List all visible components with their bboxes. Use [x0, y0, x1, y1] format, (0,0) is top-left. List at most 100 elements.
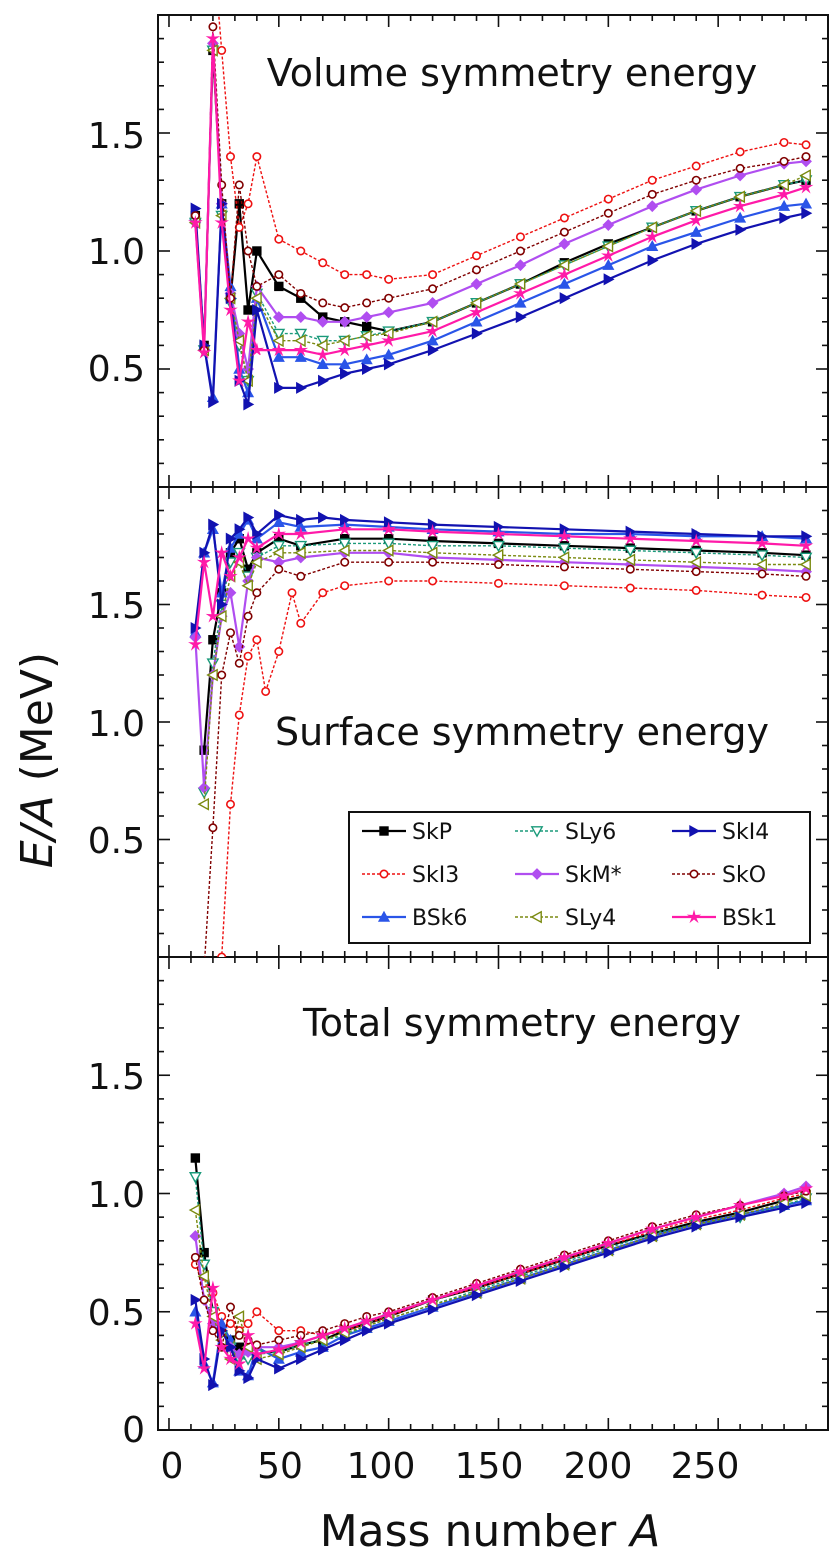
data-point-ski4: [559, 292, 571, 305]
series-line-ski3: [218, 15, 807, 281]
data-point-sko: [274, 270, 284, 280]
data-point-sly4: [232, 334, 245, 348]
data-point-skmstar: [294, 311, 307, 323]
data-point-bsk1: [798, 179, 814, 194]
data-point-bsk1: [293, 1334, 309, 1349]
y-tick-label: 1.0: [88, 704, 145, 745]
data-point-ski3: [234, 710, 244, 720]
data-point-bsk1: [249, 540, 265, 555]
data-point-ski3: [217, 45, 227, 55]
data-point-sko: [647, 189, 657, 199]
data-point-ski4: [296, 1353, 308, 1366]
data-point-ski3: [296, 246, 306, 256]
data-point-sko: [225, 628, 235, 638]
series-line-ski4: [194, 1201, 807, 1386]
legend-marker-ski3: [379, 869, 389, 879]
data-point-sko: [691, 567, 701, 577]
data-point-ski4: [340, 513, 351, 526]
data-point-bsk1: [798, 1181, 814, 1195]
data-point-ski4: [274, 509, 286, 522]
legend-marker-bsk6: [377, 910, 391, 922]
legend: SkP SLy6 SkI4 SkI3 SkM* SkO BSk6 SLy4 BS…: [348, 811, 811, 944]
series-skp: [190, 1153, 811, 1360]
data-point-ski4: [735, 1211, 747, 1224]
series-line-bsk6: [194, 1199, 807, 1387]
data-point-sko: [234, 1330, 244, 1340]
data-point-skmstar: [272, 311, 285, 323]
data-point-ski3: [274, 234, 284, 244]
series-line-sly6: [194, 1176, 807, 1360]
data-point-bsk1: [232, 1356, 247, 1370]
data-point-bsk6: [778, 199, 791, 211]
data-point-bsk1: [223, 1351, 238, 1366]
data-point-sly6: [689, 547, 703, 560]
data-point-bsk1: [425, 523, 440, 538]
data-point-ski4: [515, 311, 527, 324]
data-point-bsk1: [249, 1346, 265, 1361]
data-point-sko: [779, 156, 789, 166]
series-bsk1: [188, 521, 814, 651]
data-point-bsk1: [232, 373, 247, 387]
data-point-skp: [199, 745, 209, 755]
data-point-sko: [735, 163, 745, 173]
data-point-sko: [691, 175, 701, 185]
data-point-sko: [208, 823, 218, 833]
data-point-ski3: [757, 590, 767, 600]
data-point-ski4: [691, 1220, 703, 1233]
data-point-sly4: [250, 291, 262, 305]
data-point-ski3: [647, 175, 657, 185]
data-point-bsk6: [514, 296, 527, 308]
data-point-ski3: [428, 576, 438, 586]
data-point-ski4: [340, 1334, 351, 1347]
data-point-bsk1: [205, 608, 221, 623]
data-point-sly4: [623, 553, 636, 567]
y-tick-label: 0.5: [88, 349, 145, 390]
x-tick-label: 100: [347, 1446, 416, 1487]
data-point-ski3: [472, 251, 482, 261]
data-point-skp: [243, 305, 253, 315]
data-point-sko: [428, 284, 438, 294]
x-tick-label: 250: [671, 1446, 740, 1487]
y-tick-label: 0.5: [88, 1293, 145, 1334]
y-tick-label: 1.5: [88, 116, 145, 157]
data-point-bsk1: [491, 526, 506, 541]
data-point-bsk1: [513, 1263, 528, 1278]
y-tick-label: 1.0: [88, 232, 145, 273]
data-point-ski3: [274, 646, 284, 656]
data-point-ski3: [691, 585, 701, 595]
data-point-ski3: [318, 258, 328, 268]
data-point-sko: [559, 562, 569, 572]
data-point-ski3: [209, 1000, 216, 1007]
data-point-ski4: [801, 530, 813, 543]
data-point-bsk1: [601, 1235, 616, 1250]
series-ski4: [190, 1196, 813, 1392]
panel-title-total: Total symmetry energy: [302, 1001, 741, 1045]
y-tick-label: 1.5: [88, 586, 145, 627]
data-point-bsk1: [732, 1197, 748, 1212]
data-point-skp: [199, 1247, 209, 1258]
data-point-bsk1: [381, 521, 396, 536]
data-point-sly4: [206, 668, 218, 682]
plot-area-volume: [188, 15, 814, 411]
data-point-sko: [190, 1252, 200, 1262]
data-point-ski4: [383, 358, 395, 371]
data-point-ski4: [471, 1289, 483, 1302]
data-point-sko: [559, 227, 569, 237]
data-point-sly6: [338, 538, 352, 551]
data-point-sly4: [215, 609, 227, 623]
data-point-ski4: [735, 223, 747, 236]
data-point-bsk1: [214, 215, 229, 229]
data-point-ski4: [296, 513, 308, 526]
data-point-sko: [515, 246, 525, 256]
series-line-sly4: [203, 549, 806, 805]
data-point-bsk1: [337, 521, 352, 536]
data-point-sko: [603, 208, 613, 218]
data-point-skp: [190, 1153, 201, 1163]
data-point-bsk6: [272, 350, 285, 362]
data-point-sly4: [557, 258, 570, 272]
series-bsk1: [188, 1181, 814, 1375]
data-point-bsk6: [470, 315, 483, 327]
data-point-skp: [361, 321, 372, 332]
legend-samples: [362, 824, 716, 924]
data-point-bsk6: [690, 225, 703, 237]
